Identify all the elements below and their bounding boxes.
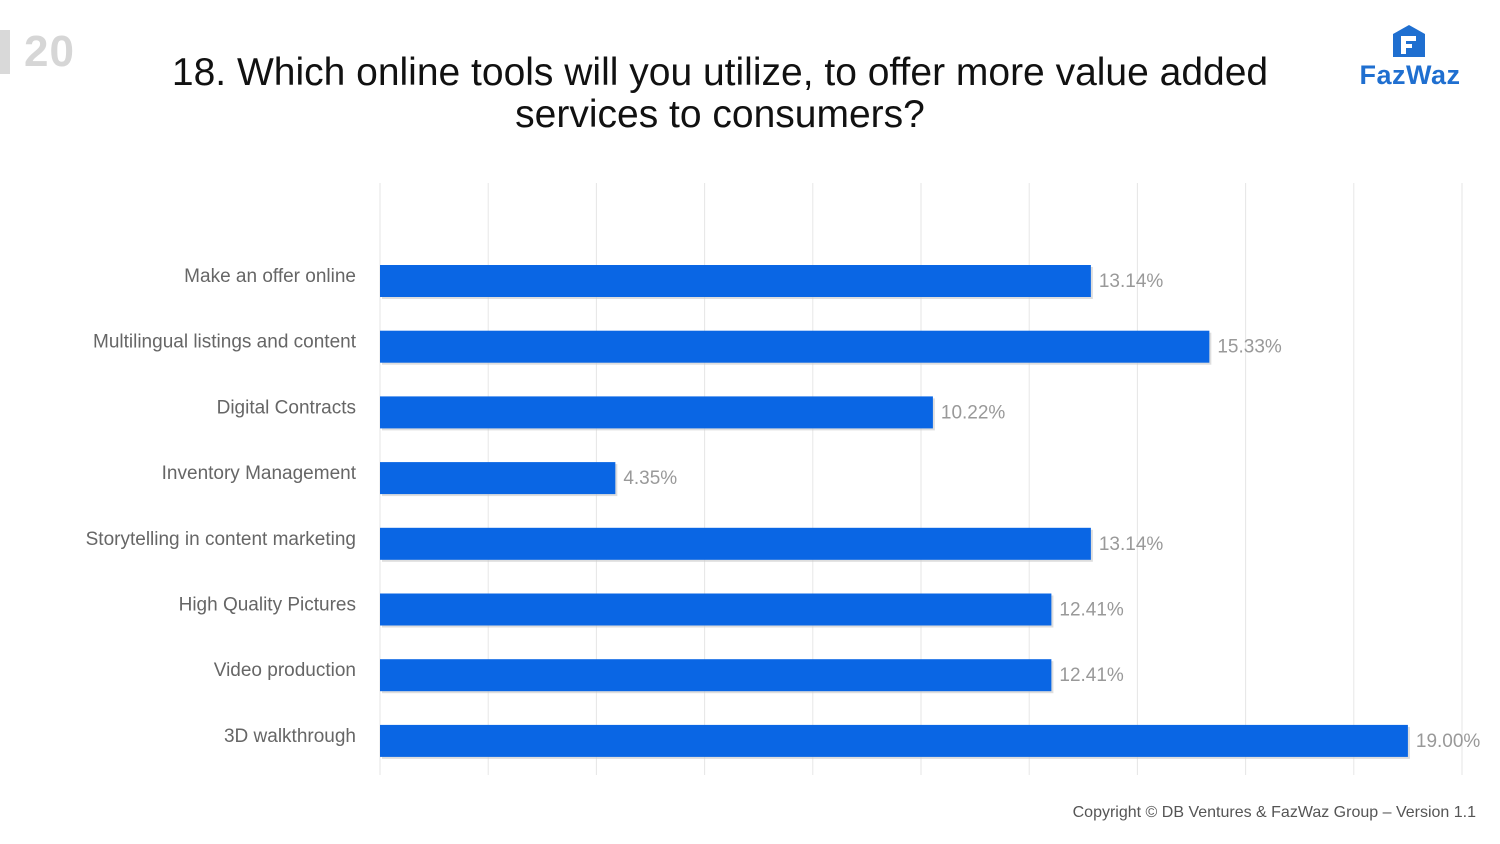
value-label: 10.22% (941, 402, 1006, 423)
value-label: 13.14% (1099, 534, 1164, 555)
bars (380, 265, 1410, 759)
copyright-notice: Copyright © DB Ventures & FazWaz Group –… (1072, 804, 1476, 821)
category-label: High Quality Pictures (179, 595, 356, 616)
bar (380, 396, 933, 429)
house-logo-icon (1393, 25, 1425, 57)
value-label: 19.00% (1416, 731, 1481, 752)
category-label: Storytelling in content marketing (86, 529, 356, 550)
brand-logo: FazWaz (1350, 24, 1470, 94)
brand-logo-text: FazWaz (1359, 60, 1461, 90)
category-label: Video production (214, 660, 356, 681)
category-label: Make an offer online (184, 266, 356, 287)
bar (380, 659, 1052, 692)
bar (380, 593, 1052, 626)
value-label: 12.41% (1059, 600, 1124, 621)
bar (380, 724, 1408, 757)
category-label: 3D walkthrough (224, 726, 356, 747)
page-number-bar (0, 30, 10, 74)
bar (380, 330, 1210, 363)
value-label: 13.14% (1099, 271, 1164, 292)
value-label: 15.33% (1217, 337, 1282, 358)
labels: Make an offer online 13.14% Multilingual l… (86, 266, 1481, 752)
page-number: 20 (24, 27, 75, 76)
bar (380, 527, 1091, 560)
category-label: Inventory Management (162, 463, 357, 484)
bar (380, 462, 616, 495)
bar (380, 265, 1091, 297)
category-label: Digital Contracts (217, 397, 356, 418)
chart-title: 18. Which online tools will you utilize,… (171, 51, 1269, 136)
category-label: Multilingual listings and content (93, 332, 357, 353)
value-label: 4.35% (623, 468, 677, 489)
value-label: 12.41% (1059, 665, 1124, 686)
